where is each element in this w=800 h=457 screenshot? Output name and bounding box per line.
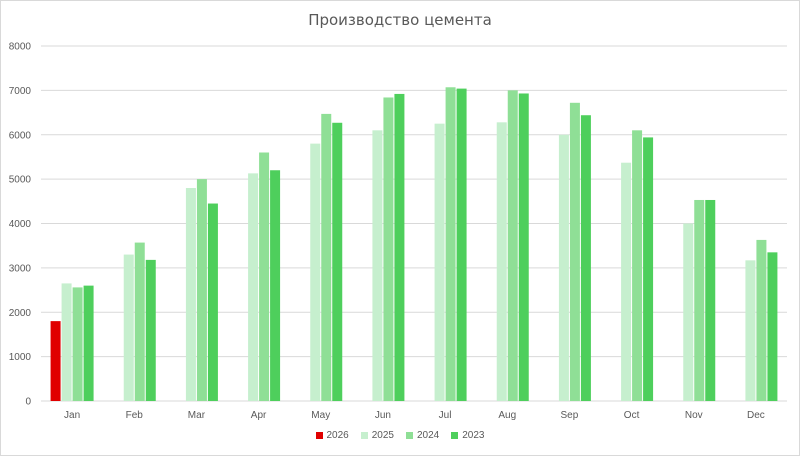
bar-2025-Jun	[372, 130, 383, 401]
y-tick-label: 8000	[9, 42, 32, 53]
legend-swatch	[451, 432, 459, 439]
legend-swatch	[315, 432, 323, 439]
bar-2023-Mar	[207, 203, 218, 401]
legend: 2026 2025 2024 2023	[1, 430, 799, 441]
bar-2025-Dec	[745, 260, 756, 401]
bar-2024-Aug	[507, 90, 518, 401]
y-tick-label: 3000	[9, 263, 32, 274]
bar-2026-Jan	[50, 321, 61, 401]
bar-2024-Jan	[72, 287, 83, 401]
bar-2024-Feb	[134, 242, 145, 401]
gridlines	[41, 45, 787, 402]
legend-swatch	[406, 432, 413, 439]
y-tick-label: 6000	[9, 130, 32, 141]
x-tick-label: Dec	[747, 410, 765, 421]
x-tick-label: Apr	[251, 410, 267, 421]
bar-2024-May	[321, 113, 332, 402]
x-tick-label: Jul	[439, 410, 452, 421]
legend-label: 2025	[371, 430, 394, 441]
legend-label: 2026	[326, 430, 349, 441]
legend-item: 2023	[451, 430, 485, 441]
bar-2023-Jul	[456, 88, 467, 401]
bar-2025-Aug	[496, 122, 507, 401]
bar-2025-May	[310, 143, 321, 401]
y-tick-label: 4000	[9, 219, 32, 230]
y-tick-label: 5000	[9, 175, 32, 186]
bar-2024-Jul	[445, 87, 456, 402]
bar-2024-Sep	[569, 102, 580, 402]
x-tick-label: Feb	[126, 410, 144, 421]
bar-2025-Apr	[248, 173, 259, 401]
bar-2023-Nov	[705, 199, 716, 401]
x-tick-label: Nov	[685, 410, 703, 421]
legend-swatch	[360, 432, 368, 439]
y-axis-ticks: 0 1000 2000 3000 4000 5000 6000 7000 8000	[9, 42, 32, 408]
y-tick-label: 1000	[9, 352, 32, 363]
bar-2024-Oct	[632, 130, 643, 401]
y-tick-label: 7000	[9, 86, 32, 97]
x-tick-label: May	[311, 410, 330, 421]
bar-2023-Aug	[518, 93, 529, 401]
bar-2025-Jan	[61, 283, 72, 401]
x-tick-label: Sep	[561, 410, 579, 421]
bar-2023-Dec	[767, 252, 778, 401]
bars	[50, 87, 778, 402]
bar-2025-Feb	[123, 254, 134, 401]
legend-item: 2024	[406, 430, 439, 441]
bar-2024-Mar	[196, 179, 207, 401]
bar-2023-Jun	[394, 93, 405, 402]
legend-item: 2025	[360, 430, 394, 441]
bar-2025-Oct	[621, 162, 632, 401]
bar-2025-Sep	[558, 134, 569, 401]
bar-2023-Apr	[270, 170, 281, 401]
x-tick-label: Jan	[64, 410, 80, 421]
bar-2023-Sep	[580, 115, 591, 401]
bar-2024-Nov	[694, 199, 705, 401]
legend-label: 2023	[462, 430, 485, 441]
bar-2023-Jan	[83, 285, 94, 401]
chart-title: Производство цемента	[308, 11, 492, 29]
bar-2025-Jul	[434, 123, 445, 401]
legend-item: 2026	[315, 430, 349, 441]
x-tick-label: Mar	[188, 410, 206, 421]
x-tick-label: Aug	[498, 410, 516, 421]
x-tick-label: Oct	[624, 410, 640, 421]
bar-2023-May	[332, 122, 343, 402]
y-tick-label: 0	[25, 397, 31, 408]
bar-2023-Oct	[643, 137, 654, 401]
bar-2024-Jun	[383, 97, 394, 401]
bar-2024-Dec	[756, 239, 767, 401]
legend-label: 2024	[417, 430, 440, 441]
bar-2025-Mar	[185, 188, 196, 401]
bar-2025-Nov	[683, 223, 694, 401]
bar-2024-Apr	[259, 152, 270, 401]
bar-2023-Feb	[145, 259, 156, 401]
x-axis-ticks: Jan Feb Mar Apr May Jun Jul Aug Sep Oct Nov Dec	[64, 410, 765, 421]
x-tick-label: Jun	[375, 410, 391, 421]
y-tick-label: 2000	[9, 308, 32, 319]
